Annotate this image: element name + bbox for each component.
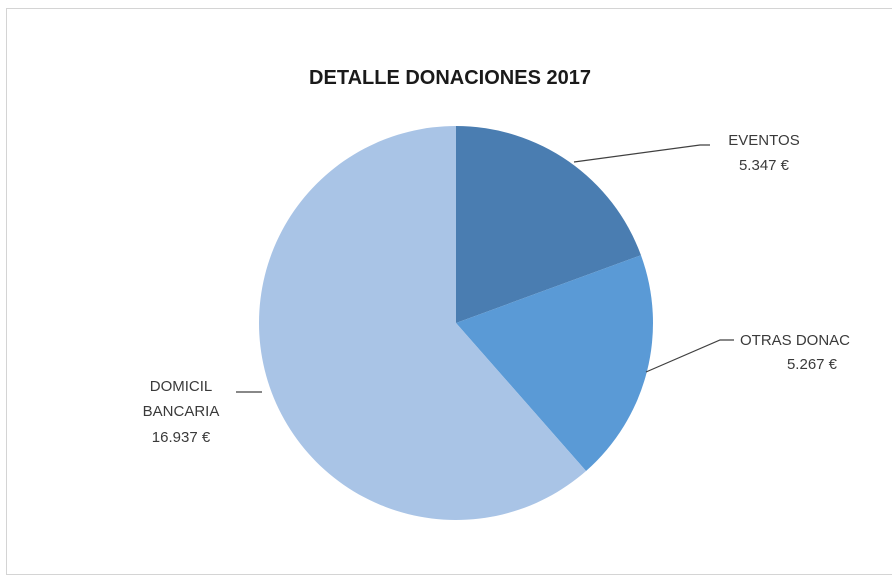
pie-slice-eventos [456,126,641,323]
pie-slice-otras-donac [456,255,653,471]
leader-line-otras [645,339,734,373]
leader-line-eventos [573,144,710,163]
slice-label-domicil-line2: BANCARIA [143,403,220,420]
slice-value-domicil: 16.937 € [152,429,211,446]
pie-slice-domicil-bancaria [259,126,587,520]
slice-value-eventos: 5.347 € [739,157,790,174]
slice-label-domicil-line1: DOMICIL [150,378,213,395]
slice-label-eventos: EVENTOS [728,132,799,149]
chart-title: DETALLE DONACIONES 2017 [309,67,591,89]
slice-value-otras: 5.267 € [787,356,838,373]
pie-slices [259,126,653,520]
slice-label-otras: OTRAS DONAC [740,332,850,349]
